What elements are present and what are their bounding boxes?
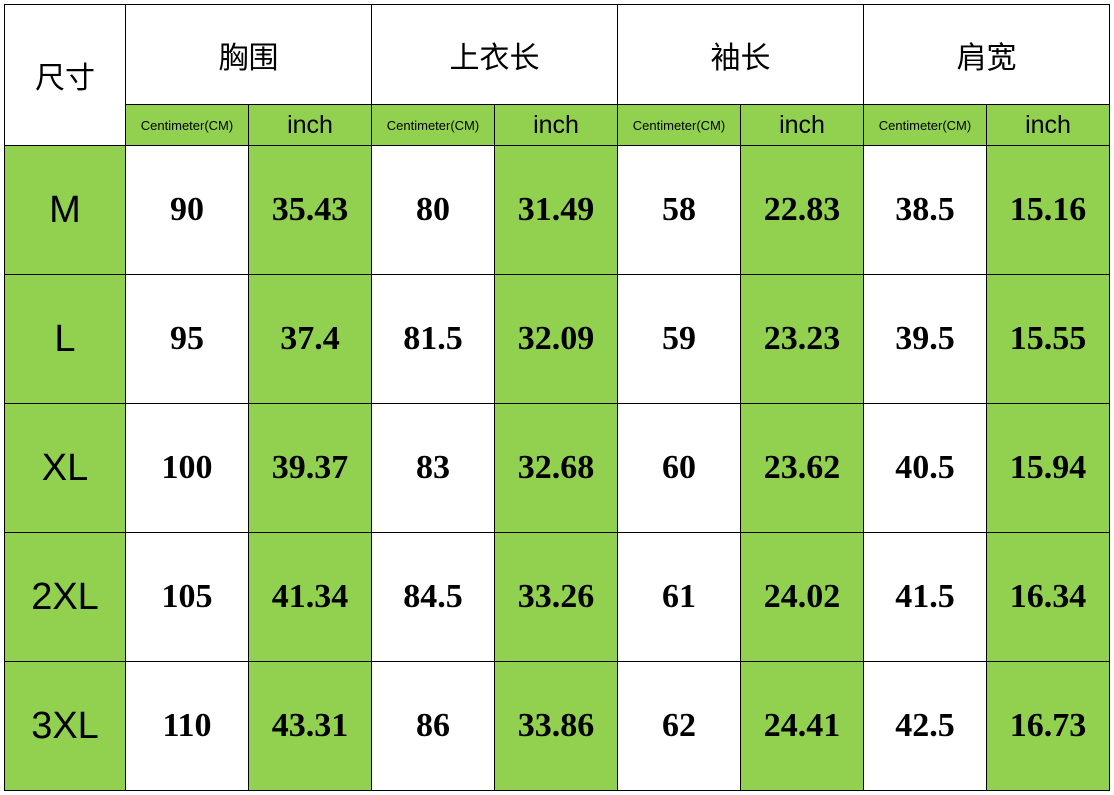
- value-inch: 32.68: [494, 403, 618, 533]
- value-inch: 15.55: [986, 274, 1110, 404]
- value-inch: 31.49: [494, 145, 618, 275]
- value-inch: 15.16: [986, 145, 1110, 275]
- value-inch: 43.31: [248, 661, 372, 791]
- table-row: 2XL 105 41.34 84.5 33.26 61 24.02 41.5 16.34: [4, 532, 1110, 662]
- value-inch: 39.37: [248, 403, 372, 533]
- value-cm: 100: [125, 403, 249, 533]
- value-inch: 16.34: [986, 532, 1110, 662]
- value-cm: 60: [617, 403, 741, 533]
- value-cm: 84.5: [371, 532, 495, 662]
- size-label: 2XL: [4, 532, 126, 662]
- value-inch: 33.86: [494, 661, 618, 791]
- unit-inch: inch: [494, 104, 618, 146]
- value-inch: 23.23: [740, 274, 864, 404]
- unit-cm: Centimeter(CM): [371, 104, 495, 146]
- value-cm: 58: [617, 145, 741, 275]
- value-cm: 81.5: [371, 274, 495, 404]
- size-label: XL: [4, 403, 126, 533]
- size-chart-table: 尺寸 胸围 上衣长 袖长 肩宽 Centimeter(CM) inch Cent…: [4, 4, 1110, 791]
- value-inch: 24.02: [740, 532, 864, 662]
- value-inch: 35.43: [248, 145, 372, 275]
- unit-cm: Centimeter(CM): [617, 104, 741, 146]
- measure-header-sleeve: 袖长: [617, 4, 864, 105]
- size-header: 尺寸: [4, 4, 126, 146]
- value-cm: 90: [125, 145, 249, 275]
- measure-header-shoulder: 肩宽: [863, 4, 1110, 105]
- value-cm: 38.5: [863, 145, 987, 275]
- value-cm: 42.5: [863, 661, 987, 791]
- value-inch: 41.34: [248, 532, 372, 662]
- table-row: 3XL 110 43.31 86 33.86 62 24.41 42.5 16.73: [4, 661, 1110, 791]
- value-cm: 80: [371, 145, 495, 275]
- value-cm: 83: [371, 403, 495, 533]
- value-inch: 33.26: [494, 532, 618, 662]
- value-inch: 32.09: [494, 274, 618, 404]
- unit-inch: inch: [986, 104, 1110, 146]
- value-inch: 22.83: [740, 145, 864, 275]
- table-row: M 90 35.43 80 31.49 58 22.83 38.5 15.16: [4, 145, 1110, 275]
- value-inch: 24.41: [740, 661, 864, 791]
- value-cm: 41.5: [863, 532, 987, 662]
- table-row: L 95 37.4 81.5 32.09 59 23.23 39.5 15.55: [4, 274, 1110, 404]
- unit-cm: Centimeter(CM): [863, 104, 987, 146]
- size-label: M: [4, 145, 126, 275]
- value-cm: 110: [125, 661, 249, 791]
- size-label: L: [4, 274, 126, 404]
- unit-cm: Centimeter(CM): [125, 104, 249, 146]
- value-inch: 16.73: [986, 661, 1110, 791]
- value-cm: 105: [125, 532, 249, 662]
- value-cm: 40.5: [863, 403, 987, 533]
- value-cm: 95: [125, 274, 249, 404]
- value-cm: 39.5: [863, 274, 987, 404]
- value-cm: 61: [617, 532, 741, 662]
- measure-header-chest: 胸围: [125, 4, 372, 105]
- value-cm: 59: [617, 274, 741, 404]
- size-label: 3XL: [4, 661, 126, 791]
- value-cm: 62: [617, 661, 741, 791]
- value-inch: 37.4: [248, 274, 372, 404]
- table-row: XL 100 39.37 83 32.68 60 23.62 40.5 15.94: [4, 403, 1110, 533]
- measure-header-length: 上衣长: [371, 4, 618, 105]
- value-inch: 23.62: [740, 403, 864, 533]
- unit-inch: inch: [248, 104, 372, 146]
- unit-inch: inch: [740, 104, 864, 146]
- value-cm: 86: [371, 661, 495, 791]
- value-inch: 15.94: [986, 403, 1110, 533]
